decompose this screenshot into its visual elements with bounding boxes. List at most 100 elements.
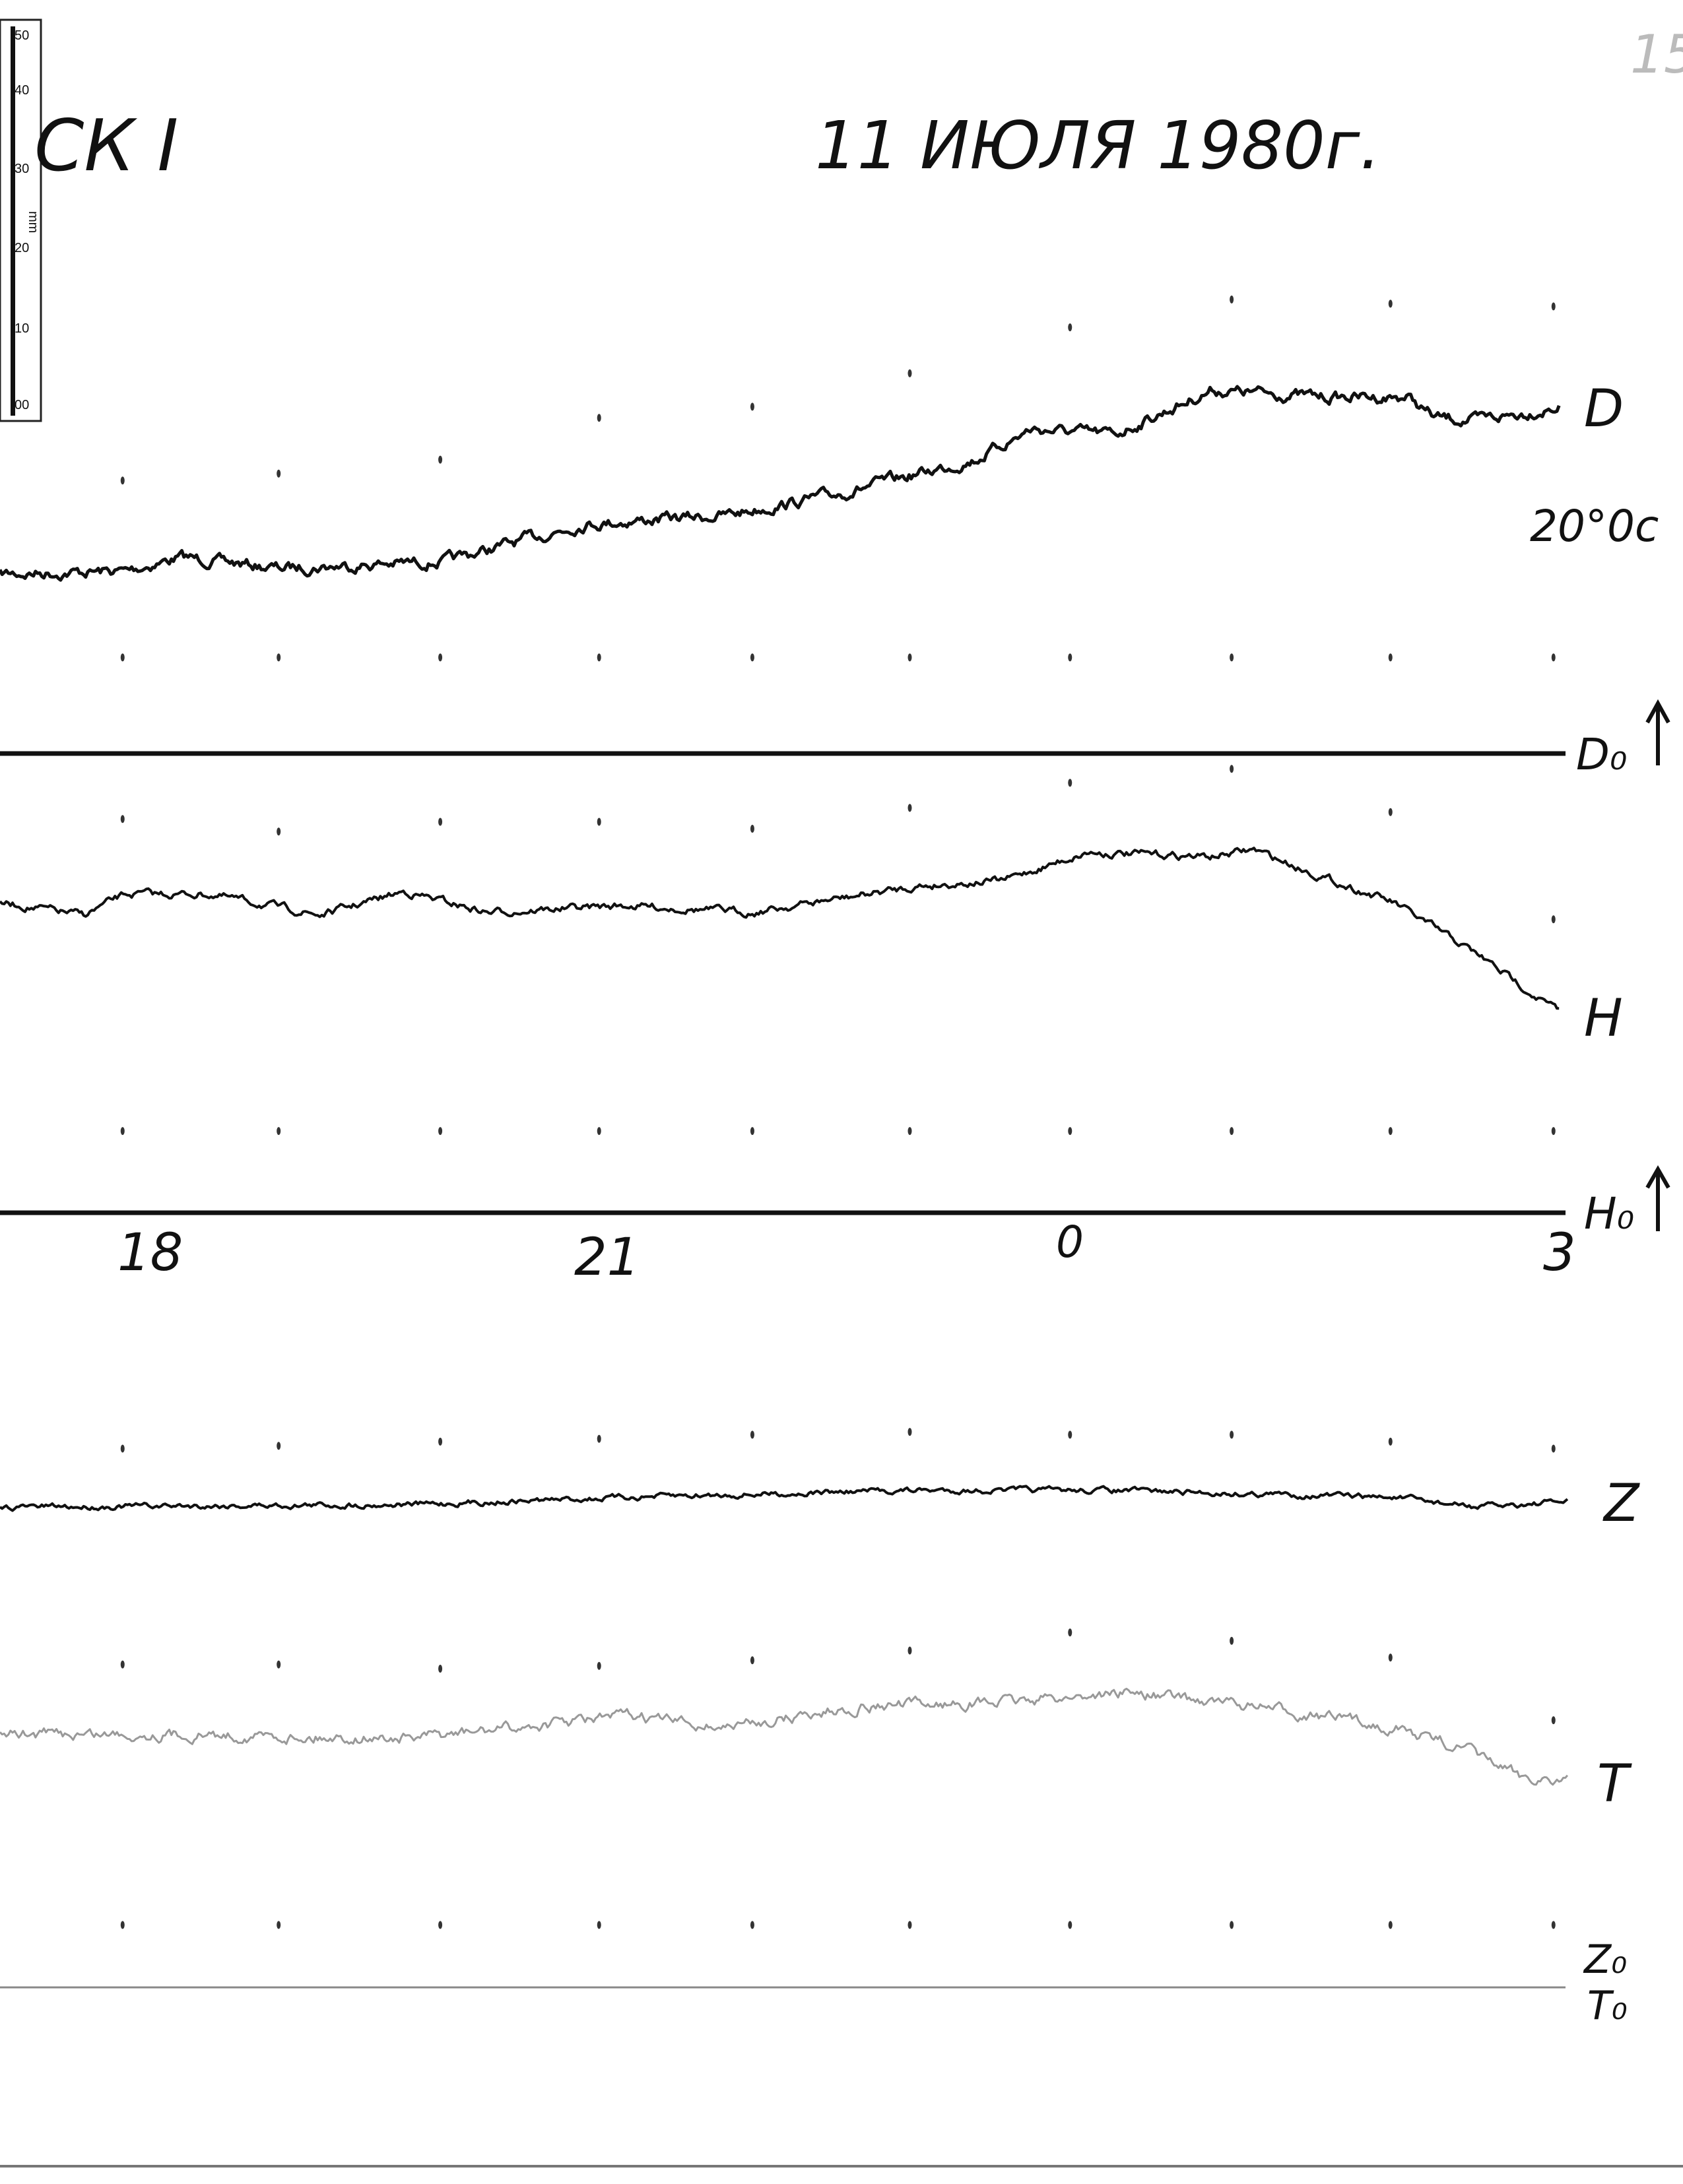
hour-dot [908, 804, 912, 812]
hour-dot [1388, 300, 1393, 308]
trace-label: T [1597, 1754, 1632, 1814]
trace [0, 847, 1560, 1010]
hour-dot [750, 1430, 754, 1439]
hour-dot [1388, 1437, 1393, 1446]
hour-dot [1230, 1921, 1234, 1929]
hour-dot [597, 1661, 601, 1670]
trace [0, 385, 1561, 582]
hour-dot [1551, 1127, 1556, 1136]
hour-dot [277, 653, 281, 662]
hour-dot [597, 818, 601, 826]
baseline-label: Z₀ [1583, 1937, 1627, 1983]
hour-dot [277, 827, 281, 836]
trace [0, 1485, 1569, 1512]
baseline-label: H₀ [1584, 1188, 1634, 1239]
hour-dot [750, 825, 754, 833]
hour-dot [750, 402, 754, 411]
hour-dot [1551, 915, 1556, 924]
ruler-label: 20 [15, 241, 29, 255]
hour-dot [1551, 302, 1556, 311]
hour-dot [597, 1127, 601, 1136]
hour-dot [438, 455, 443, 464]
trace-layer [0, 295, 1569, 1929]
hour-dot [908, 1646, 912, 1655]
hour-dot [1551, 1921, 1556, 1929]
hour-dot [120, 815, 125, 823]
hour-dot [597, 1921, 601, 1929]
hour-dot [1068, 323, 1072, 332]
hour-dot [120, 1444, 125, 1453]
trace-label: Z [1602, 1474, 1640, 1533]
hour-label: 3 [1543, 1223, 1576, 1283]
arrow [1645, 699, 1670, 765]
hour-dot [1388, 1921, 1393, 1929]
hour-dot [1388, 653, 1393, 662]
hour-dot [750, 1127, 754, 1136]
hour-dot [1230, 295, 1234, 304]
hour-dot [597, 653, 601, 662]
ruler-frame [0, 18, 42, 422]
hour-dot [1230, 653, 1234, 662]
ruler-label: 40 [15, 83, 29, 98]
hour-dot [1230, 1636, 1234, 1645]
hour-dot [1068, 779, 1072, 787]
trace-label: D [1584, 379, 1624, 439]
hour-dot [120, 1660, 125, 1669]
ruler-label: 30 [15, 162, 29, 176]
ruler-unit: mm [26, 211, 40, 233]
hour-dot [750, 1921, 754, 1929]
baseline-label: D₀ [1576, 729, 1627, 780]
hour-dot [1388, 808, 1393, 816]
hour-dot [120, 653, 125, 662]
baseline-label: T₀ [1587, 1983, 1628, 2029]
hour-dot [438, 1664, 443, 1673]
hour-dot [750, 1656, 754, 1665]
hour-dot [277, 469, 281, 478]
hour-dot [1388, 1127, 1393, 1136]
hour-dot [750, 653, 754, 662]
hour-dot [1068, 653, 1072, 662]
hour-dot [1388, 1654, 1393, 1662]
hour-dot [1551, 653, 1556, 662]
sheet-number: 15 [1630, 24, 1683, 85]
hour-dot [277, 1442, 281, 1450]
ruler-label: 10 [15, 321, 29, 336]
hour-dot [120, 1127, 125, 1136]
ruler-label: 50 [15, 28, 29, 43]
hour-dot [438, 1921, 443, 1929]
date-label: 11 ИЮЛЯ 1980г. [815, 107, 1381, 184]
hour-dot [438, 653, 443, 662]
ruler: 50 40 30 20 10 00 mm [0, 18, 42, 422]
hour-dot [1068, 1628, 1072, 1637]
hour-dot [277, 1921, 281, 1929]
hour-dot [1551, 1444, 1556, 1453]
hour-dot [1230, 1430, 1234, 1439]
hour-dot [597, 414, 601, 422]
hour-dot [438, 1437, 443, 1446]
hour-dot [277, 1660, 281, 1669]
hour-dot [1068, 1127, 1072, 1136]
trace [0, 1687, 1569, 1786]
hour-dot [120, 476, 125, 485]
arrow [1645, 1165, 1670, 1231]
hour-dot [908, 1921, 912, 1929]
hour-dot [908, 653, 912, 662]
hour-dot [908, 1428, 912, 1436]
hour-label: 21 [574, 1228, 640, 1287]
hour-dot [438, 818, 443, 826]
ruler-label: 00 [15, 398, 29, 412]
hour-dot [120, 1921, 125, 1929]
hour-dot [1230, 1127, 1234, 1136]
station-label: СК I [34, 105, 178, 187]
hour-dot [277, 1127, 281, 1136]
hour-label: 0 [1056, 1217, 1084, 1268]
hour-dot [438, 1127, 443, 1136]
hour-dot [1551, 1716, 1556, 1725]
hour-dot [1230, 765, 1234, 773]
ruler-bar [11, 26, 15, 416]
trace-label: H [1584, 989, 1623, 1048]
scale-note: 20°0с [1530, 501, 1659, 552]
hour-dot [1068, 1430, 1072, 1439]
